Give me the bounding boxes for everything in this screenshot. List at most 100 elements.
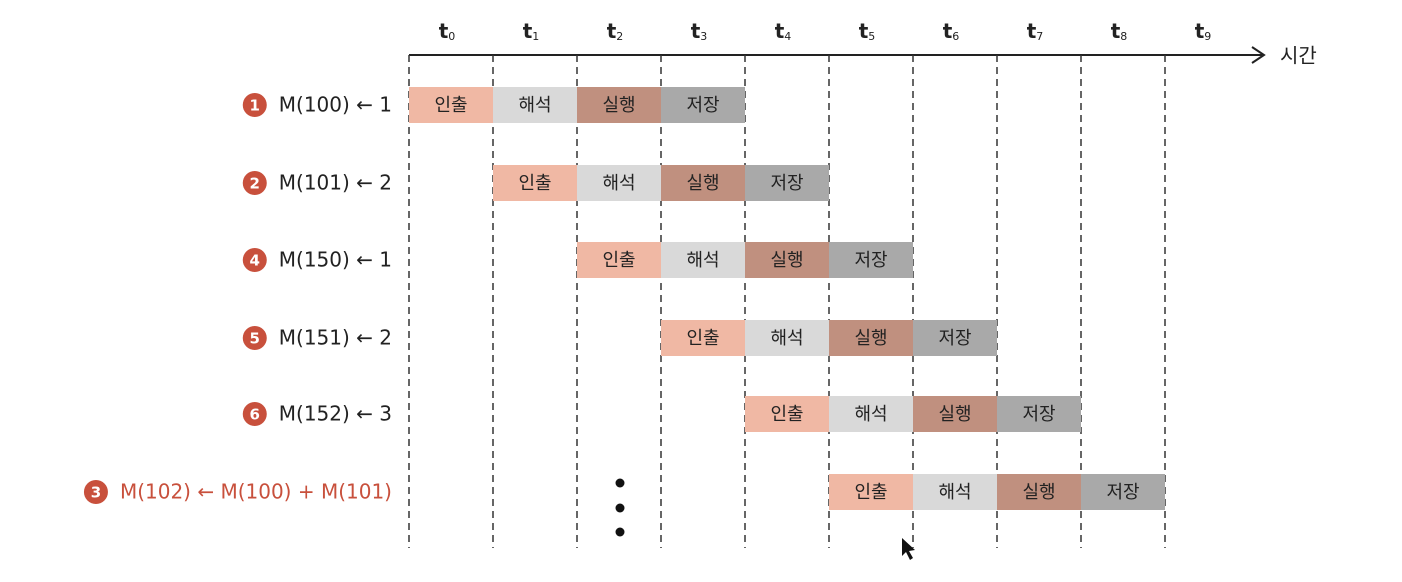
time-base: t [1111,19,1121,43]
time-label: t2 [607,19,624,44]
time-base: t [439,19,449,43]
time-base: t [523,19,533,43]
time-base: t [859,19,869,43]
stage-cell [829,320,913,356]
time-label: t4 [775,19,792,44]
stage-label: 저장 [1106,482,1139,503]
stage-label: 인출 [518,173,551,194]
stage-label: 해석 [602,173,635,194]
badge [242,326,267,350]
stage-label: 해석 [770,328,803,349]
time-sub: 3 [700,30,707,43]
instruction: M(151) ← 2 [279,326,392,350]
stage-label: 해석 [518,95,551,116]
time-label: t0 [439,19,456,44]
stage-cell [577,165,661,201]
time-sub: 8 [1120,30,1127,43]
stage-label: 저장 [854,250,887,271]
badge [242,171,267,195]
stage-label: 실행 [854,328,887,349]
time-label: t9 [1195,19,1212,44]
time-label: t7 [1027,19,1044,44]
time-base: t [943,19,953,43]
axis-arrow [1251,46,1266,64]
stage-label: 실행 [770,250,803,271]
badge-number: 1 [250,97,260,115]
badge [242,248,267,272]
stage-label: 저장 [938,328,971,349]
stage-cell [745,396,829,432]
badge-number: 3 [91,484,101,502]
stage-cell [661,320,745,356]
time-sub: 6 [952,30,959,43]
axis-label: 시간 [1280,44,1317,68]
instruction: M(100) ← 1 [279,93,392,117]
time-base: t [607,19,617,43]
ellipsis-dot [615,527,625,537]
badge [83,480,108,504]
stage-label: 저장 [770,173,803,194]
stage-cell [409,87,493,123]
time-sub: 5 [868,30,875,43]
stage-cell [913,474,997,510]
stage-cell [997,474,1081,510]
stage-label: 인출 [434,95,467,116]
stage-cell [577,87,661,123]
stage-label: 인출 [854,482,887,503]
time-label: t6 [943,19,960,44]
time-base: t [775,19,785,43]
badge-number: 5 [250,330,260,348]
time-sub: 4 [784,30,791,43]
stage-label: 저장 [1022,404,1055,425]
stage-label: 인출 [602,250,635,271]
stage-cell [913,396,997,432]
badge-number: 4 [250,252,260,270]
badge [242,402,267,426]
stage-cell [493,87,577,123]
time-sub: 2 [616,30,623,43]
ellipsis-dot [615,478,625,488]
stage-cell [1081,474,1165,510]
stage-label: 인출 [770,404,803,425]
stage-label: 해석 [686,250,719,271]
stage-cell [997,396,1081,432]
badge [242,93,267,117]
stage-label: 실행 [686,173,719,194]
stage-label: 실행 [602,95,635,116]
time-sub: 1 [532,30,539,43]
stage-label: 해석 [938,482,971,503]
time-base: t [1195,19,1205,43]
time-label: t1 [523,19,540,44]
badge-number: 2 [250,175,260,193]
stage-label: 실행 [938,404,971,425]
stage-cell [913,320,997,356]
instruction: M(152) ← 3 [279,402,392,426]
stage-cell [745,165,829,201]
time-base: t [691,19,701,43]
stage-cell [829,474,913,510]
stage-label: 저장 [686,95,719,116]
time-label: t5 [859,19,876,44]
stage-cell [745,242,829,278]
stage-cell [661,87,745,123]
time-label: t3 [691,19,708,44]
stage-cell [577,242,661,278]
instruction: M(102) ← M(100) + M(101) [120,480,392,504]
cursor [902,538,915,560]
stage-cell [661,242,745,278]
instruction: M(101) ← 2 [279,171,392,195]
time-sub: 0 [448,30,455,43]
badge-number: 6 [250,406,260,424]
stage-cell [829,242,913,278]
stage-cell [493,165,577,201]
time-label: t8 [1111,19,1128,44]
stage-label: 인출 [686,328,719,349]
stage-cell [745,320,829,356]
stage-cell [661,165,745,201]
instruction: M(150) ← 1 [279,248,392,272]
ellipsis-dot [615,503,625,513]
time-base: t [1027,19,1037,43]
stage-cell [829,396,913,432]
